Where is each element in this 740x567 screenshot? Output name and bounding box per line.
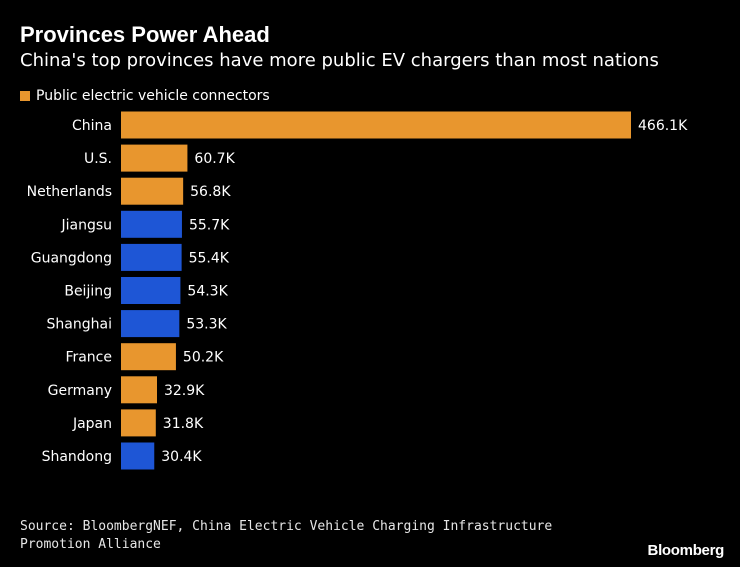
category-label-guangdong: Guangdong: [31, 250, 112, 266]
bar-u-s: [121, 144, 188, 172]
value-label-france: 50.2K: [183, 350, 224, 366]
value-label-jiangsu: 55.7K: [189, 217, 230, 233]
legend-swatch: [20, 91, 30, 101]
bloomberg-logo: Bloomberg: [647, 542, 725, 559]
legend-label: Public electric vehicle connectors: [36, 88, 270, 104]
category-label-france: France: [65, 350, 112, 366]
bar-guangdong: [121, 243, 182, 271]
category-label-japan: Japan: [72, 416, 112, 432]
bar-germany: [121, 376, 157, 404]
category-label-beijing: Beijing: [64, 284, 112, 300]
value-label-netherlands: 56.8K: [190, 184, 231, 200]
value-label-u-s: 60.7K: [194, 151, 235, 167]
chart-subtitle: China's top provinces have more public E…: [20, 50, 659, 71]
value-label-beijing: 54.3K: [187, 284, 228, 300]
value-label-shanghai: 53.3K: [186, 317, 227, 333]
category-label-netherlands: Netherlands: [27, 184, 112, 200]
category-label-shandong: Shandong: [42, 449, 112, 465]
category-label-u-s: U.S.: [84, 151, 112, 167]
source-note: Source: BloombergNEF, China Electric Veh…: [20, 519, 553, 552]
bar-jiangsu: [121, 210, 182, 238]
value-label-japan: 31.8K: [163, 416, 204, 432]
bar-france: [121, 343, 176, 371]
bar-china: [121, 111, 631, 139]
value-label-shandong: 30.4K: [161, 449, 202, 465]
bar-beijing: [121, 277, 181, 304]
bar-japan: [121, 409, 156, 437]
value-label-guangdong: 55.4K: [189, 250, 230, 266]
category-label-germany: Germany: [48, 383, 112, 399]
bar-shandong: [121, 442, 155, 470]
chart-legend: Public electric vehicle connectors: [20, 87, 270, 105]
bar-chart: China 466.1K U.S. 60.7K Netherlands 56.8K Jian…: [27, 111, 688, 470]
value-label-germany: 32.9K: [164, 383, 205, 399]
bar-shanghai: [121, 310, 180, 338]
category-label-china: China: [72, 118, 112, 134]
chart-title: Provinces Power Ahead: [20, 22, 270, 47]
category-label-shanghai: Shanghai: [47, 317, 112, 333]
category-label-jiangsu: Jiangsu: [60, 217, 112, 233]
bar-netherlands: [121, 177, 184, 205]
value-label-china: 466.1K: [638, 118, 688, 134]
